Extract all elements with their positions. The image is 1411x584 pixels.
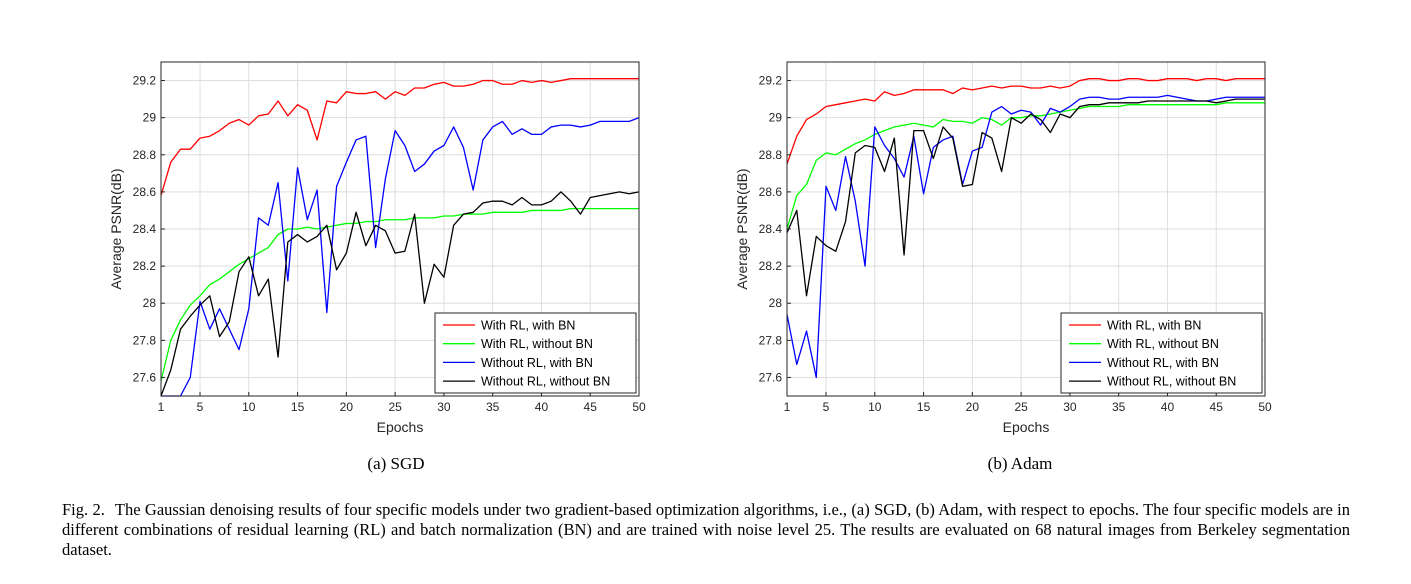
chart-sgd-y-tick-label: 29 bbox=[143, 111, 157, 125]
chart-sgd-y-axis-label: Average PSNR(dB) bbox=[108, 168, 124, 289]
sub-caption-adam: (b) Adam bbox=[987, 454, 1053, 473]
chart-adam-legend-label-0: With RL, with BN bbox=[1107, 319, 1201, 333]
chart-sgd-x-tick-label: 35 bbox=[486, 400, 500, 414]
chart-adam-x-tick-label: 1 bbox=[784, 400, 791, 414]
chart-sgd-x-tick-label: 25 bbox=[388, 400, 402, 414]
chart-adam-legend-label-3: Without RL, without BN bbox=[1107, 375, 1236, 389]
chart-adam-series-0-line bbox=[786, 78, 1265, 165]
chart-adam-y-tick-label: 28.4 bbox=[759, 222, 783, 236]
figure-caption-label: Fig. 2. bbox=[62, 500, 105, 519]
chart-sgd-y-tick-label: 28.2 bbox=[133, 259, 157, 273]
chart-adam-y-tick-label: 27.6 bbox=[759, 370, 783, 384]
chart-sgd-y-tick-label: 29.2 bbox=[133, 74, 157, 88]
chart-sgd-series-1-line bbox=[160, 207, 639, 382]
figure-caption-text: The Gaussian denoising results of four s… bbox=[62, 500, 1350, 559]
chart-sgd-series-0-line bbox=[160, 78, 639, 196]
chart-sgd-y-tick-label: 27.6 bbox=[133, 370, 157, 384]
chart-sgd-x-tick-label: 50 bbox=[632, 400, 646, 414]
chart-adam-y-tick-label: 28.8 bbox=[759, 148, 783, 162]
chart-sgd-legend-box bbox=[434, 312, 637, 394]
chart-adam-legend: With RL, with BN With RL, without BN Witho… bbox=[1060, 312, 1263, 394]
chart-sgd-legend-label-0: With RL, with BN bbox=[481, 319, 575, 333]
chart-sgd-legend-label-1: With RL, without BN bbox=[481, 337, 593, 351]
chart-adam-x-tick-label: 25 bbox=[1014, 400, 1028, 414]
chart-adam-x-tick-label: 45 bbox=[1210, 400, 1224, 414]
chart-adam-x-tick-label: 20 bbox=[966, 400, 980, 414]
chart-adam-y-tick-label: 29.2 bbox=[759, 74, 783, 88]
chart-sgd-x-tick-label: 1 bbox=[158, 400, 165, 414]
chart-adam: 1 5 10 15 20 25 30 35 40 45 5027.627.82828.228.428… bbox=[734, 61, 1272, 435]
chart-adam-legend-box bbox=[1060, 312, 1263, 394]
chart-sgd-x-tick-label: 15 bbox=[291, 400, 305, 414]
chart-sgd-y-tick-label: 28.8 bbox=[133, 148, 157, 162]
chart-adam-y-tick-label: 28 bbox=[769, 296, 783, 310]
sub-caption-sgd: (a) SGD bbox=[367, 454, 425, 473]
chart-adam-y-axis-label: Average PSNR(dB) bbox=[734, 168, 750, 289]
chart-sgd-x-tick-label: 10 bbox=[242, 400, 256, 414]
chart-adam-legend-label-2: Without RL, with BN bbox=[1107, 356, 1219, 370]
chart-adam-legend-label-1: With RL, without BN bbox=[1107, 337, 1219, 351]
chart-adam-x-tick-label: 50 bbox=[1258, 400, 1272, 414]
chart-sgd-y-tick-label: 27.8 bbox=[133, 333, 157, 347]
chart-adam-x-tick-label: 10 bbox=[868, 400, 882, 414]
chart-adam-y-tick-label: 27.8 bbox=[759, 333, 783, 347]
chart-adam-x-tick-label: 30 bbox=[1063, 400, 1077, 414]
chart-adam-series-2-line bbox=[786, 94, 1265, 379]
chart-sgd-x-axis-label: Epochs bbox=[377, 419, 424, 435]
chart-adam-series-1-line bbox=[786, 102, 1265, 230]
figure-caption: Fig. 2. The Gaussian denoising results of… bbox=[62, 500, 1350, 560]
chart-sgd-series-2-line bbox=[161, 117, 640, 397]
chart-sgd-legend: With RL, with BN With RL, without BN Witho… bbox=[434, 312, 637, 394]
chart-adam-x-tick-label: 40 bbox=[1161, 400, 1175, 414]
chart-sgd: 1 5 10 15 20 25 30 35 40 45 5027.627.82828.228.428… bbox=[108, 61, 646, 435]
chart-sgd-y-tick-label: 28 bbox=[143, 296, 157, 310]
chart-adam-y-tick-label: 29 bbox=[769, 111, 783, 125]
chart-adam-x-tick-label: 35 bbox=[1112, 400, 1126, 414]
chart-adam-x-axis-label: Epochs bbox=[1003, 419, 1050, 435]
chart-sgd-y-tick-label: 28.4 bbox=[133, 222, 157, 236]
chart-sgd-series-3-line bbox=[160, 191, 640, 397]
chart-sgd-x-tick-label: 40 bbox=[535, 400, 549, 414]
chart-sgd-legend-label-3: Without RL, without BN bbox=[481, 375, 610, 389]
chart-sgd-x-tick-label: 20 bbox=[340, 400, 354, 414]
chart-sgd-x-tick-label: 5 bbox=[197, 400, 204, 414]
chart-sgd-y-tick-label: 28.6 bbox=[133, 185, 157, 199]
chart-adam-x-tick-label: 15 bbox=[917, 400, 931, 414]
chart-adam-x-tick-label: 5 bbox=[823, 400, 830, 414]
chart-sgd-x-tick-label: 45 bbox=[584, 400, 598, 414]
chart-adam-y-tick-label: 28.2 bbox=[759, 259, 783, 273]
chart-sgd-legend-label-2: Without RL, with BN bbox=[481, 356, 593, 370]
chart-sgd-x-tick-label: 30 bbox=[437, 400, 451, 414]
chart-adam-series-3-line bbox=[786, 98, 1265, 297]
chart-adam-y-tick-label: 28.6 bbox=[759, 185, 783, 199]
